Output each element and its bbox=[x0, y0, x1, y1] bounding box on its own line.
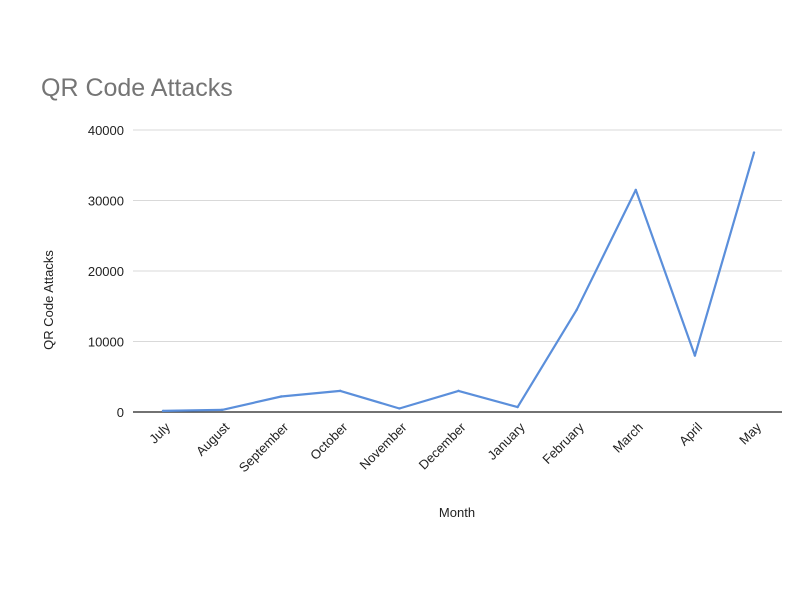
x-tick-label: August bbox=[193, 419, 232, 458]
x-tick-label: April bbox=[676, 419, 705, 448]
data-point bbox=[752, 151, 756, 154]
x-tick-label: November bbox=[357, 419, 410, 472]
y-tick-label: 30000 bbox=[88, 194, 124, 209]
y-tick-label: 0 bbox=[117, 405, 124, 420]
x-axis-title: Month bbox=[439, 505, 475, 520]
series-layer bbox=[161, 151, 756, 413]
y-tick-label: 20000 bbox=[88, 264, 124, 279]
gridlines bbox=[133, 129, 782, 413]
x-tick-label: May bbox=[736, 419, 764, 447]
y-tick-label: 10000 bbox=[88, 335, 124, 350]
y-axis-ticks: 0 10000 20000 30000 40000 bbox=[88, 123, 124, 420]
x-tick-label: October bbox=[307, 419, 351, 463]
chart-title: QR Code Attacks bbox=[41, 74, 233, 102]
data-point bbox=[693, 354, 697, 357]
x-tick-label: September bbox=[236, 419, 292, 475]
x-tick-label: March bbox=[610, 420, 646, 456]
data-point bbox=[161, 409, 165, 413]
data-point bbox=[398, 407, 401, 410]
y-axis-title: QR Code Attacks bbox=[41, 250, 56, 350]
data-point bbox=[457, 389, 460, 393]
x-axis-ticks: July August September October November Decemb… bbox=[146, 419, 764, 475]
y-tick-label: 40000 bbox=[88, 123, 124, 138]
data-point bbox=[575, 308, 578, 311]
data-point bbox=[516, 405, 519, 409]
x-tick-label: December bbox=[416, 419, 469, 472]
data-point bbox=[280, 395, 283, 398]
x-tick-label: February bbox=[539, 419, 587, 467]
x-tick-label: January bbox=[484, 419, 528, 463]
data-point bbox=[220, 408, 224, 412]
x-tick-label: July bbox=[146, 419, 173, 446]
series-line bbox=[161, 151, 756, 412]
data-point bbox=[634, 188, 637, 192]
data-point bbox=[339, 389, 342, 393]
